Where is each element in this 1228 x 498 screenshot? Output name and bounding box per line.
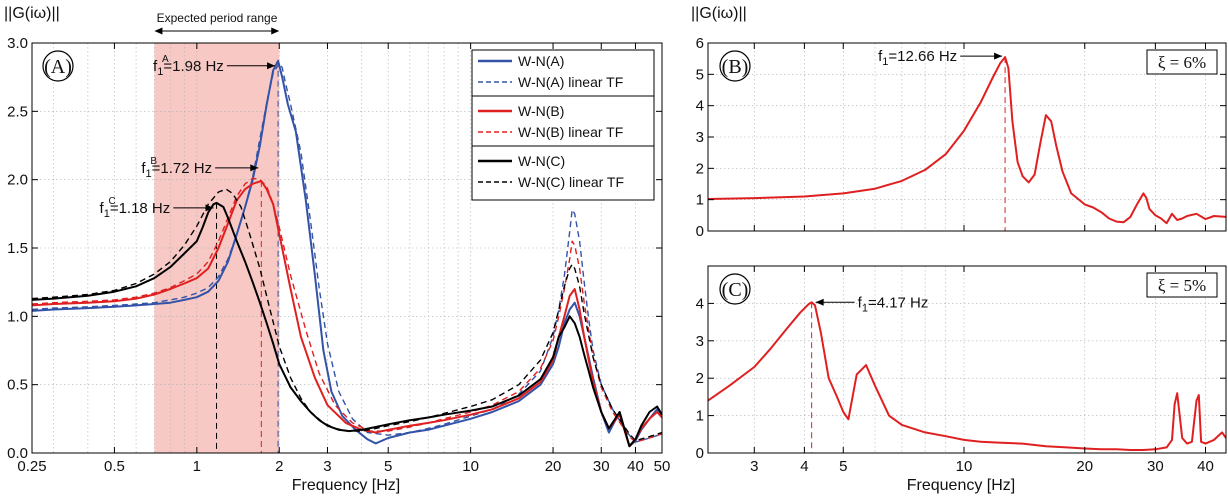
panel-a-legend-label: W-N(A) bbox=[518, 53, 564, 69]
panel-a-annotation-arrowhead bbox=[205, 204, 214, 212]
panel-c-y-tick-label: 3 bbox=[696, 333, 704, 350]
panel-c-annotation-f1: f1=4.17 Hz bbox=[858, 294, 929, 314]
panel-c-x-tick-label: 4 bbox=[800, 458, 808, 475]
panel-c-damping-box: ξ = 5% bbox=[1146, 272, 1218, 298]
panel-b-ylabel: ||G(iω)|| bbox=[691, 5, 747, 22]
panel-a-legend: W-N(A) W-N(A) linear TF W-N(B) W-N(B) linea… bbox=[471, 49, 655, 201]
panel-a-annotation-arrowhead bbox=[267, 62, 276, 70]
panel-a-legend-box bbox=[471, 49, 655, 201]
panel-a-badge-text: (A) bbox=[44, 56, 72, 78]
panel-b-y-tick-label: 6 bbox=[696, 35, 704, 52]
panel-a-annotation-f1: f1=1.72 Hz bbox=[141, 160, 212, 180]
panel-c-x-tick-label: 5 bbox=[839, 458, 847, 475]
panel-c-x-tick-label: 10 bbox=[956, 458, 973, 475]
panel-b-damping-label: ξ = 6% bbox=[1158, 53, 1206, 72]
panel-c-series-curve-line bbox=[708, 301, 1226, 451]
panel-b-chart: ||G(iω)|| 0 1 2 3 4 5 6 f1=12.66 Hz (B) ξ = 6% bbox=[691, 5, 1227, 240]
panel-b-damping-box: ξ = 6% bbox=[1146, 49, 1218, 75]
panel-a-badge: (A) bbox=[42, 50, 74, 82]
panel-c-x-tick-label: 3 bbox=[750, 458, 758, 475]
panel-a-range-arrowhead-right bbox=[271, 27, 280, 35]
panel-c-badge-text: (C) bbox=[722, 279, 749, 301]
panel-b-series-curve-line bbox=[708, 56, 1226, 225]
panel-a-y-tick-label: 1.0 bbox=[7, 308, 28, 325]
panel-b-y-tick-label: 4 bbox=[696, 98, 704, 115]
panel-a-annotation-superscript: B bbox=[150, 156, 157, 167]
panel-a-y-tick-label: 0.5 bbox=[7, 377, 28, 394]
panel-a-x-tick-label: 10 bbox=[462, 458, 479, 475]
panel-a-series-w-n-c-linear-tf-line bbox=[32, 188, 662, 442]
panel-b-y-tick-label: 2 bbox=[696, 160, 704, 177]
panel-a-y-tick-label: 2.5 bbox=[7, 103, 28, 120]
panel-b-badge-text: (B) bbox=[722, 56, 749, 78]
panel-c-damping-label: ξ = 5% bbox=[1158, 276, 1206, 295]
panel-a-x-tick-label: 0.5 bbox=[104, 458, 125, 475]
panel-b-y-tick-label: 3 bbox=[696, 129, 704, 146]
panel-c-y-tick-label: 1 bbox=[696, 408, 704, 425]
panel-a-range-arrowhead-left bbox=[154, 27, 163, 35]
panel-c-y-tick-label: 2 bbox=[696, 370, 704, 387]
panel-c-y-tick-label: 4 bbox=[696, 295, 704, 312]
panel-c-x-tick-label: 30 bbox=[1147, 458, 1164, 475]
panel-a-x-tick-label: 40 bbox=[627, 458, 644, 475]
panel-c-badge: (C) bbox=[719, 273, 751, 305]
panel-a-legend-label: W-N(B) linear TF bbox=[518, 124, 623, 140]
panel-c-plot-area bbox=[708, 266, 1226, 453]
panel-b-badge: (B) bbox=[719, 50, 751, 82]
panel-a-x-tick-label: 0.25 bbox=[17, 458, 46, 475]
panel-a-annotation-f1: f1=1.98 Hz bbox=[153, 58, 224, 78]
panel-a-x-tick-label: 20 bbox=[545, 458, 562, 475]
panel-a-shaded-range-label: Expected period range bbox=[157, 11, 278, 25]
panel-b-y-tick-label: 1 bbox=[696, 192, 704, 209]
panel-c-x-tick-label: 20 bbox=[1076, 458, 1093, 475]
panel-a-annotation-arrowhead bbox=[250, 164, 259, 172]
panel-c-xlabel: Frequency [Hz] bbox=[907, 477, 1015, 494]
panel-a-x-tick-label: 1 bbox=[193, 458, 201, 475]
panel-c-annotation-arrowhead bbox=[815, 298, 824, 306]
panel-a-series-w-n-b-linear-tf-line bbox=[32, 177, 662, 443]
panel-a-y-tick-label: 3.0 bbox=[7, 35, 28, 52]
panel-c-chart: Frequency [Hz] 3 4 5 10 20 30 40 0 1 2 3 4 f1=4.17 H… bbox=[696, 265, 1227, 494]
panel-b-y-tick-label: 5 bbox=[696, 66, 704, 83]
panel-a-y-tick-label: 1.5 bbox=[7, 240, 28, 257]
panel-b-y-tick-label: 0 bbox=[696, 223, 704, 240]
panel-a-legend-label: W-N(A) linear TF bbox=[518, 74, 623, 90]
panel-a-annotation-superscript: C bbox=[109, 196, 116, 207]
panel-c-axes-frame bbox=[707, 265, 1227, 454]
panel-a-x-tick-label: 30 bbox=[593, 458, 610, 475]
panel-a-xlabel: Frequency [Hz] bbox=[292, 477, 400, 494]
panel-a-x-tick-label: 5 bbox=[384, 458, 392, 475]
panel-a-legend-label: W-N(B) bbox=[518, 103, 564, 119]
panel-a-x-tick-label: 2 bbox=[275, 458, 283, 475]
panel-b-annotation-f1: f1=12.66 Hz bbox=[878, 48, 957, 68]
panel-a-x-tick-label: 50 bbox=[654, 458, 671, 475]
panel-a-legend-label: W-N(C) linear TF bbox=[518, 174, 624, 190]
panel-a-chart: ||G(iω)|| Frequency [Hz] Expected period… bbox=[4, 5, 670, 494]
panel-a-x-tick-label: 3 bbox=[323, 458, 331, 475]
panel-a-legend-label: W-N(C) bbox=[518, 153, 565, 169]
panel-a-annotation-superscript: A bbox=[162, 54, 169, 65]
panel-a-annotation-f1: f1=1.18 Hz bbox=[100, 200, 171, 220]
panel-a-ylabel: ||G(iω)|| bbox=[4, 5, 60, 22]
panel-a-y-tick-label: 0.0 bbox=[7, 445, 28, 462]
panel-c-y-tick-label: 0 bbox=[696, 445, 704, 462]
panel-c-x-tick-label: 40 bbox=[1197, 458, 1214, 475]
panel-a-y-tick-label: 2.0 bbox=[7, 172, 28, 189]
panel-b-annotation-arrowhead bbox=[994, 52, 1003, 60]
